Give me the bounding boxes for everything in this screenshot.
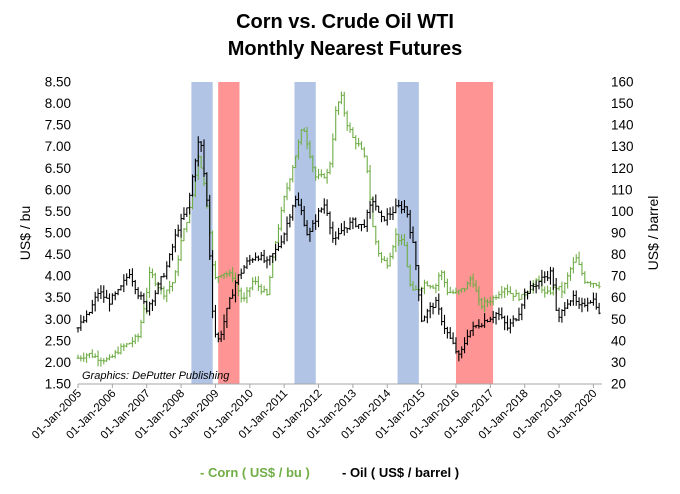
right-tick-label: 160 bbox=[611, 75, 634, 90]
left-tick-label: 6.50 bbox=[45, 161, 71, 176]
left-tick-label: 2.00 bbox=[45, 355, 71, 370]
y-axis-right-label: US$ / barrel bbox=[645, 196, 661, 271]
right-tick-label: 40 bbox=[611, 333, 626, 348]
left-tick-label: 8.50 bbox=[45, 75, 71, 90]
y-axis-left-label: US$ / bu bbox=[17, 206, 33, 260]
right-tick-label: 130 bbox=[611, 139, 634, 154]
left-tick-label: 4.00 bbox=[45, 269, 71, 284]
right-tick-label: 100 bbox=[611, 204, 634, 219]
left-tick-label: 5.00 bbox=[45, 226, 71, 241]
chart-subtitle: Monthly Nearest Futures bbox=[228, 38, 462, 60]
left-tick-label: 5.50 bbox=[45, 204, 71, 219]
right-tick-label: 110 bbox=[611, 182, 633, 197]
left-tick-label: 6.00 bbox=[45, 182, 71, 197]
right-tick-label: 70 bbox=[611, 269, 626, 284]
shaded-period-1 bbox=[191, 82, 213, 384]
left-tick-label: 7.50 bbox=[45, 118, 71, 133]
right-tick-label: 140 bbox=[611, 118, 634, 133]
right-tick-label: 120 bbox=[611, 161, 634, 176]
credit-text: Graphics: DePutter Publishing bbox=[82, 370, 230, 382]
shaded-period-4 bbox=[397, 82, 419, 384]
shaded-periods bbox=[191, 82, 494, 384]
left-tick-label: 3.00 bbox=[45, 312, 71, 327]
right-tick-label: 80 bbox=[611, 247, 626, 262]
right-axis-ticks: 20 30 40 50 60 70 80 90 100 110 120 130 140 150 160 bbox=[611, 75, 634, 392]
series-oil bbox=[76, 136, 601, 362]
right-tick-label: 30 bbox=[611, 355, 626, 370]
left-tick-label: 4.50 bbox=[45, 247, 71, 262]
legend-corn: - Corn ( US$ / bu ) bbox=[200, 465, 310, 480]
chart-title: Corn vs. Crude Oil WTI bbox=[236, 11, 454, 33]
series-layer bbox=[76, 91, 601, 367]
left-tick-label: 2.50 bbox=[45, 333, 71, 348]
right-tick-label: 150 bbox=[611, 96, 634, 111]
right-tick-label: 60 bbox=[611, 290, 626, 305]
series-corn bbox=[76, 91, 601, 367]
left-tick-label: 8.00 bbox=[45, 96, 71, 111]
left-tick-label: 3.50 bbox=[45, 290, 71, 305]
right-tick-label: 50 bbox=[611, 312, 626, 327]
shaded-period-3 bbox=[294, 82, 316, 384]
left-tick-label: 7.00 bbox=[45, 139, 71, 154]
left-axis-ticks: 1.50 2.00 2.50 3.00 3.50 4.00 4.50 5.00 5.50 6.00… bbox=[45, 75, 71, 392]
right-tick-label: 90 bbox=[611, 226, 626, 241]
right-tick-label: 20 bbox=[611, 377, 626, 392]
x-axis-ticks: 01-Jan-200501-Jan-200601-Jan-200701-Jan-… bbox=[30, 384, 600, 442]
left-tick-label: 1.50 bbox=[45, 377, 71, 392]
shaded-period-2 bbox=[218, 82, 240, 384]
shaded-period-5 bbox=[455, 82, 494, 384]
legend-oil: - Oil ( US$ / barrel ) bbox=[342, 465, 459, 480]
